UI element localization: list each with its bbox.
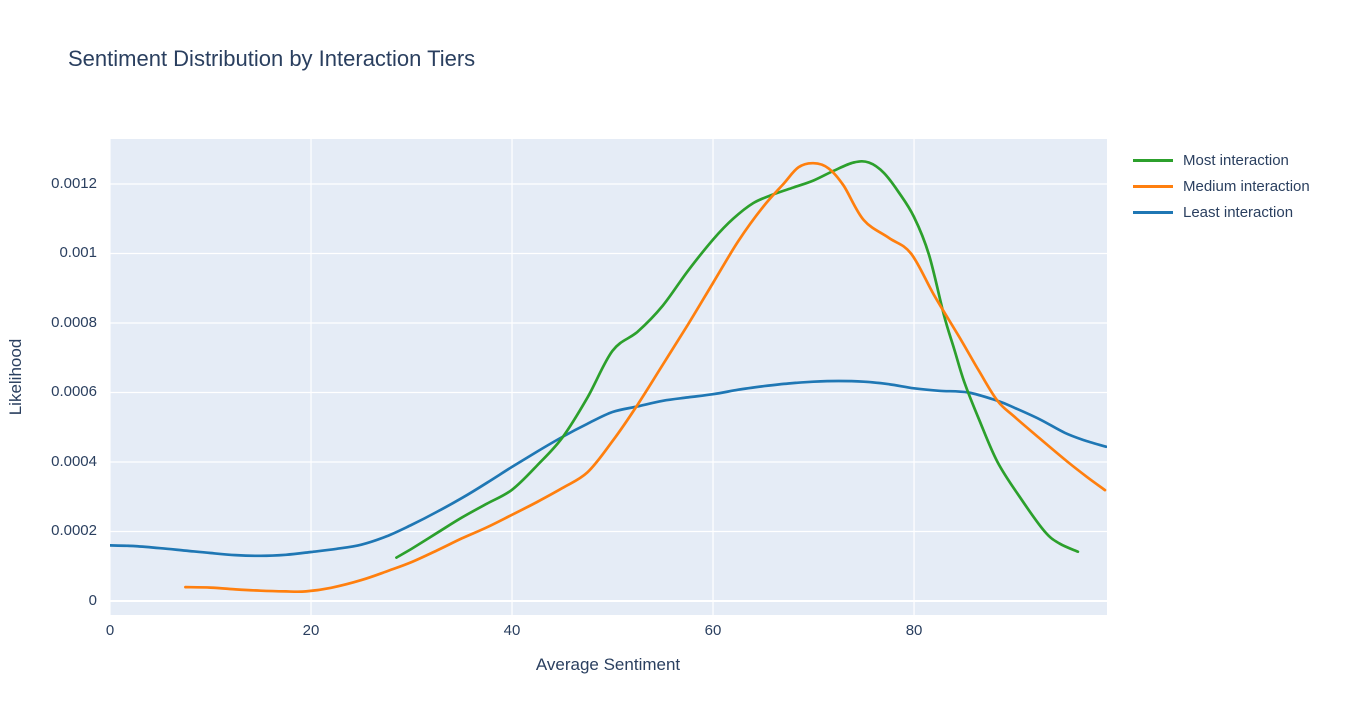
y-tick-label: 0 [88, 591, 97, 609]
y-tick-label: 0.0006 [51, 383, 97, 401]
y-tick-label: 0.0008 [51, 313, 97, 331]
y-tick-label: 0.0012 [51, 175, 97, 192]
plot-area[interactable] [110, 139, 1107, 615]
legend-item-least-interaction[interactable]: Least interaction [1133, 199, 1310, 225]
x-tick-label: 80 [905, 622, 923, 639]
legend-item-medium-interaction[interactable]: Medium interaction [1133, 173, 1310, 199]
legend-line-swatch [1133, 158, 1173, 162]
y-axis-title: Likelihood [6, 338, 25, 416]
x-axis-title: Average Sentiment [535, 655, 681, 674]
legend-label: Medium interaction [1183, 177, 1310, 195]
legend-label: Most interaction [1183, 151, 1289, 169]
chart-title: Sentiment Distribution by Interaction Ti… [68, 46, 476, 71]
legend-line-swatch [1133, 210, 1173, 214]
series-line-medium-interaction[interactable] [184, 161, 1107, 594]
x-tick-label: 60 [704, 622, 722, 639]
x-tick-label: 40 [503, 622, 521, 639]
y-tick-label: 0.0004 [51, 452, 97, 470]
y-tick-label: 0.0002 [51, 522, 97, 540]
x-tick-label: 0 [105, 622, 115, 639]
legend-label: Least interaction [1183, 203, 1294, 221]
legend-line-swatch [1133, 184, 1173, 188]
y-tick-label: 0.001 [59, 244, 97, 262]
plot-canvas [110, 139, 1107, 615]
series-line-least-interaction[interactable] [110, 379, 1107, 558]
legend-item-most-interaction[interactable]: Most interaction [1133, 147, 1310, 173]
x-tick-label: 20 [302, 622, 320, 639]
series-line-most-interaction[interactable] [395, 159, 1080, 559]
legend: Most interaction Medium interaction Least … [1133, 147, 1310, 225]
